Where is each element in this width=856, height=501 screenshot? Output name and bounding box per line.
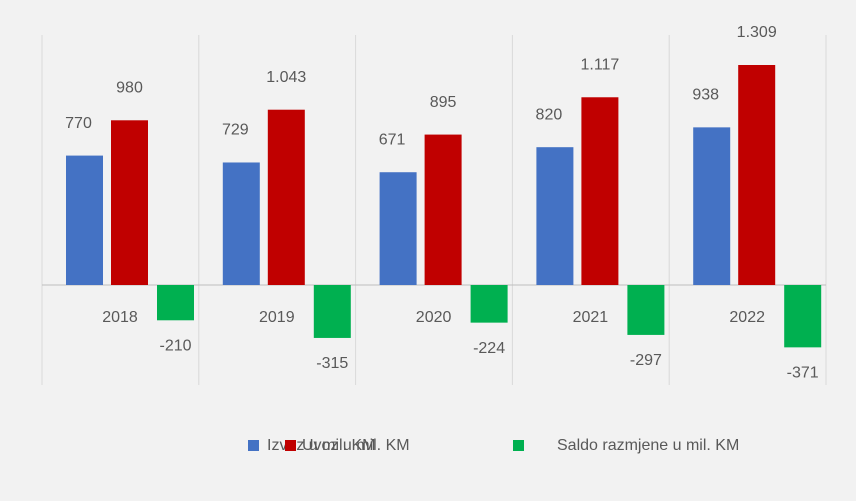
- bar: [111, 120, 148, 285]
- bar: [784, 285, 822, 348]
- legend-swatch: [513, 440, 524, 451]
- x-tick-label: 2020: [416, 309, 452, 326]
- bar: [379, 172, 417, 285]
- data-label: -297: [630, 352, 662, 369]
- data-label: 895: [430, 94, 457, 111]
- bar: [424, 134, 462, 285]
- bar: [267, 109, 305, 286]
- legend-label: Saldo razmjene u mil. KM: [557, 437, 739, 454]
- bar: [738, 65, 776, 285]
- bar: [157, 285, 194, 321]
- bar: [581, 97, 619, 285]
- data-label: 980: [116, 80, 143, 97]
- legend-swatch: [285, 440, 296, 451]
- bar: [66, 155, 103, 285]
- bar: [313, 285, 351, 338]
- bar: [536, 147, 574, 285]
- data-label: 729: [222, 122, 249, 139]
- legend-swatch: [248, 440, 259, 451]
- bar: [470, 285, 508, 323]
- data-label: -371: [787, 365, 819, 382]
- data-label: -224: [473, 340, 505, 357]
- x-tick-label: 2019: [259, 309, 295, 326]
- data-label: -210: [159, 338, 191, 355]
- bar: [627, 285, 665, 335]
- data-label: 1.117: [580, 56, 619, 73]
- data-label: -315: [316, 355, 348, 372]
- bar: [693, 127, 731, 286]
- x-tick-label: 2021: [573, 309, 609, 326]
- data-label: 1.043: [266, 69, 306, 86]
- data-label: 671: [379, 131, 406, 148]
- data-label: 1.309: [737, 24, 777, 41]
- x-tick-label: 2022: [729, 309, 765, 326]
- data-label: 820: [536, 106, 563, 123]
- bar: [222, 162, 260, 285]
- data-label: 770: [65, 115, 92, 132]
- x-tick-label: 2018: [102, 309, 138, 326]
- data-label: 938: [692, 87, 719, 104]
- legend-label: Uvoz u mil. KM: [302, 437, 410, 454]
